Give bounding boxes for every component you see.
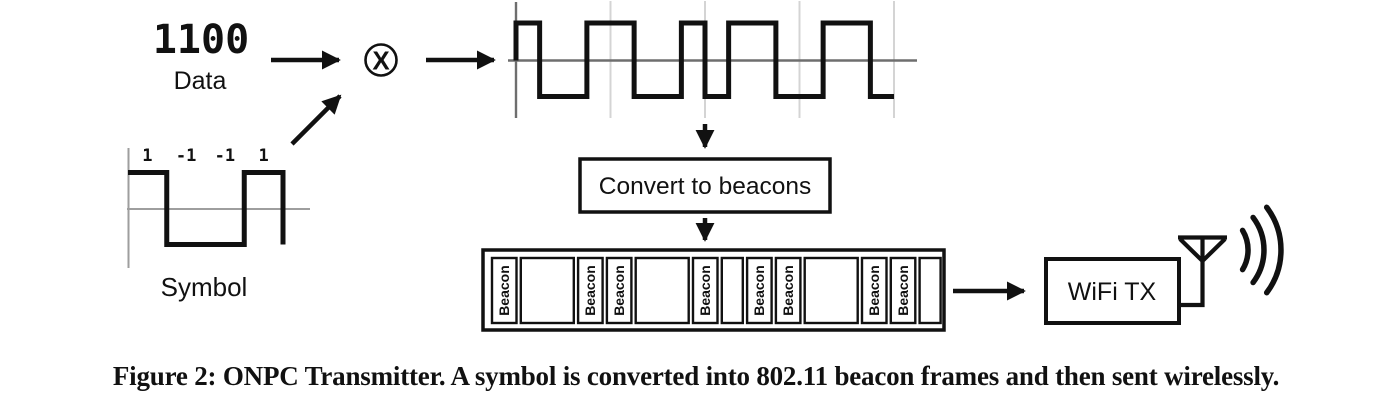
beacon-frame-cell [691,256,719,325]
beacon-cell-label: Beacon [866,265,882,316]
multiply-icon [364,43,398,77]
convert-to-beacons-label: Convert to beacons [599,173,811,200]
multiplier-node: X [364,43,398,77]
beacon-cell-label: Beacon [697,265,713,316]
beacon-frame-cell [490,256,518,325]
beacon-frame-cell [745,256,773,325]
idle-slot-cell [803,256,859,325]
wifi-tx-label: WiFi TX [1068,278,1157,306]
product-waveform-plot [508,1,917,118]
symbol-chip-labels: 1 -1 -1 1 [142,146,268,166]
convert-to-beacons-block: Convert to beacons [578,157,832,214]
symbol-chip-value: 1 [258,146,268,166]
beacon-frame-cell [860,256,888,325]
data-source-block: 1100 Data [153,17,249,95]
beacon-cell-label: Beacon [582,265,598,316]
data-bits: 1100 [153,17,249,63]
data-label: Data [174,67,227,95]
beacon-cell-label: Beacon [780,265,796,316]
beacon-cell-label: Beacon [496,265,512,316]
symbol-plot: 1 -1 -1 1 Symbol [127,146,310,302]
beacon-cells: Beacon Beacon Beacon Beacon Beacon Beacon Beac… [490,256,942,325]
idle-slot-cell [519,256,575,325]
beacon-cell-label: Beacon [751,265,767,316]
symbol-chip-value: -1 [215,146,235,166]
onpc-transmitter-diagram: 1100 Data 1 -1 -1 1 Symbol X [127,1,1284,332]
antenna-icon [1178,235,1227,308]
beacon-frame-cell [605,256,633,325]
beacon-frame-cell [774,256,802,325]
beacon-cell-label: Beacon [611,265,627,316]
idle-slot-cell [634,256,690,325]
symbol-chip-value: 1 [142,146,152,166]
arrow-symbol-to-multiplier-icon [290,94,342,146]
product-waveform [513,20,894,99]
convert-to-beacons-box [578,157,832,214]
multiply-symbol: X [372,46,390,76]
idle-slot-cell [918,256,942,325]
wireless-signal-icon [1239,204,1284,296]
beacon-frame-sequence: Beacon Beacon Beacon Beacon Beacon Beacon Beac… [481,248,946,332]
wifi-tx-box [1044,257,1181,325]
idle-slot-cell [720,256,744,325]
beacon-frame-cell [889,256,917,325]
beacon-cell-label: Beacon [895,265,911,316]
symbol-label: Symbol [161,272,248,302]
figure-caption: Figure 2: ONPC Transmitter. A symbol is … [112,361,1280,391]
symbol-waveform [128,170,286,247]
symbol-chip-value: -1 [176,146,196,166]
wifi-tx-block: WiFi TX [1044,204,1284,325]
beacon-frame-cell [576,256,604,325]
